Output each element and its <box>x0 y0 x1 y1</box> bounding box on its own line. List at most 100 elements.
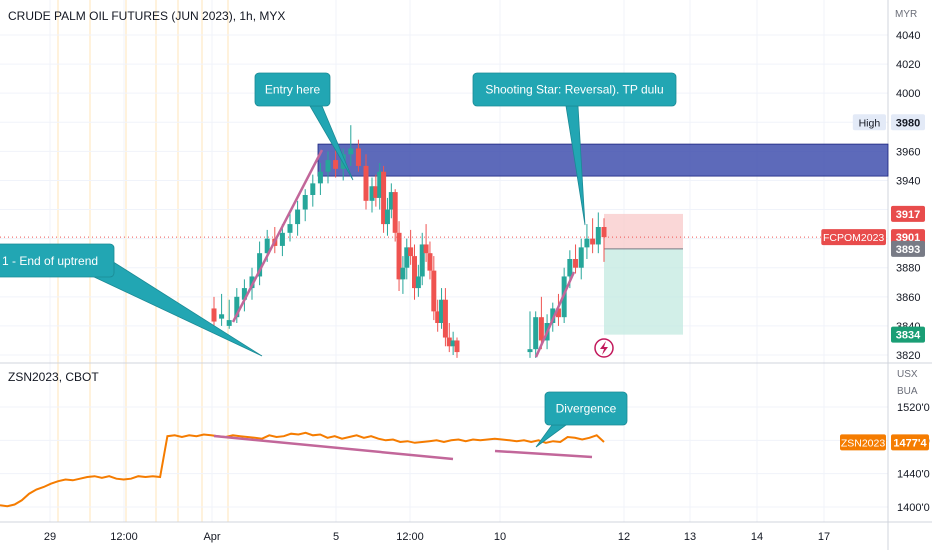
price-tick-label: 3880 <box>896 263 920 275</box>
lower-currency2-label: BUA <box>897 386 918 397</box>
lower-tick-label: 1400'0 <box>897 502 930 514</box>
candle-body <box>400 267 406 280</box>
candle-body <box>527 349 533 353</box>
candle-body <box>415 276 421 289</box>
candle-body <box>234 296 240 318</box>
lower-value-badge <box>891 434 929 451</box>
candle-body <box>325 160 331 172</box>
candle-body <box>355 148 361 166</box>
candle-body <box>373 186 379 198</box>
candle-body <box>310 183 316 195</box>
candle-body <box>317 171 323 184</box>
zone-layer <box>0 143 889 335</box>
price-tick-label: 3820 <box>896 350 920 362</box>
price-tick-label: 4000 <box>896 88 920 100</box>
resistance-zone <box>317 143 889 177</box>
time-tick-label: 17 <box>818 531 830 543</box>
candle-body <box>333 160 339 169</box>
candle-body <box>279 232 285 246</box>
line-layer <box>0 431 605 508</box>
lower-tick-label: 1440'0 <box>897 469 930 481</box>
candle-body <box>226 320 232 326</box>
lower-tick-label: 1520'0 <box>897 402 930 414</box>
divergence-callout: Divergence <box>535 391 628 448</box>
price-badge-label-bg <box>821 229 886 246</box>
candle-body <box>423 244 429 254</box>
time-tick-label: 14 <box>751 531 763 543</box>
candle-body <box>396 232 402 280</box>
candle-body <box>363 165 369 201</box>
soybean-price-line <box>0 431 605 508</box>
price-badge-label: High <box>859 117 881 129</box>
main-chart-title: CRUDE PALM OIL FUTURES (JUN 2023), 1h, M… <box>8 9 285 23</box>
price-badge-label: FCPOM2023 <box>823 232 884 244</box>
divergence-line-2 <box>494 449 593 459</box>
price-badge-label-bg <box>852 114 886 131</box>
time-tick-label: 29 <box>44 531 56 543</box>
price-tick-label: 3860 <box>896 292 920 304</box>
price-badge <box>891 240 925 257</box>
main-currency-label: MYR <box>895 9 917 20</box>
candle-body <box>427 253 433 271</box>
time-tick-label: Apr <box>203 531 220 543</box>
candle-body <box>408 247 414 257</box>
lower-value-badge-text: 1477'4 <box>893 437 927 449</box>
candle-body <box>590 238 596 245</box>
time-tick-label: 10 <box>494 531 506 543</box>
price-badge-value: 3834 <box>896 330 921 342</box>
alert-bolt-glyph <box>600 341 608 355</box>
candle-body <box>295 209 301 225</box>
candle-body <box>439 299 445 323</box>
recovery-trend-line <box>534 271 576 358</box>
candle-body <box>533 317 539 350</box>
price-badge <box>891 326 925 343</box>
price-badge-value: 3980 <box>896 117 920 129</box>
candle-body <box>454 340 460 353</box>
time-tick-label: 12:00 <box>396 531 424 543</box>
candle-body <box>595 227 601 245</box>
candle-body <box>550 308 556 323</box>
candle-body <box>412 256 417 289</box>
candle-body <box>219 314 225 319</box>
candle-body <box>287 224 293 233</box>
price-tick-label: 4040 <box>896 30 920 42</box>
candle-body <box>419 244 425 277</box>
candle-body <box>348 148 354 155</box>
take-profit-box <box>604 248 683 335</box>
price-badge <box>891 114 925 131</box>
candle-body <box>241 288 247 300</box>
stop-loss-box <box>604 213 683 249</box>
shooting-star-callout-text: Shooting Star: Reversal). TP dulu <box>485 83 663 97</box>
candle-body <box>538 317 544 341</box>
callout-layer: Entry here Shooting Star: Reversal). TP d… <box>0 72 677 448</box>
lower-currency-label: USX <box>897 369 918 380</box>
candle-body <box>450 340 456 347</box>
entry-callout-box <box>254 72 331 107</box>
candle-body <box>392 192 398 233</box>
entry-callout: Entry here <box>254 72 354 181</box>
price-tick-label: 3960 <box>896 146 920 158</box>
candle-body <box>377 171 383 198</box>
axis-layer: 4040402040003980396039403920390038803860… <box>44 30 930 543</box>
trend-layer <box>231 149 576 358</box>
candle-body <box>381 171 387 225</box>
candle-body <box>578 247 584 268</box>
candle-body <box>384 209 390 225</box>
end-uptrend-callout-text: 1 - End of uptrend <box>2 254 98 268</box>
candle-body <box>264 238 270 254</box>
time-tick-label: 5 <box>333 531 339 543</box>
time-tick-label: 12:00 <box>110 531 138 543</box>
candle-body <box>567 259 573 277</box>
end-uptrend-callout-box <box>0 243 115 278</box>
candle-body <box>404 247 410 268</box>
candle-body <box>211 308 217 322</box>
candle-body <box>601 227 607 238</box>
shooting-star-callout: Shooting Star: Reversal). TP dulu <box>472 72 677 226</box>
candle-body <box>249 276 255 289</box>
price-badge <box>891 205 925 222</box>
candle-body <box>442 299 448 338</box>
candle-body <box>446 337 452 347</box>
candle-body <box>555 308 561 318</box>
